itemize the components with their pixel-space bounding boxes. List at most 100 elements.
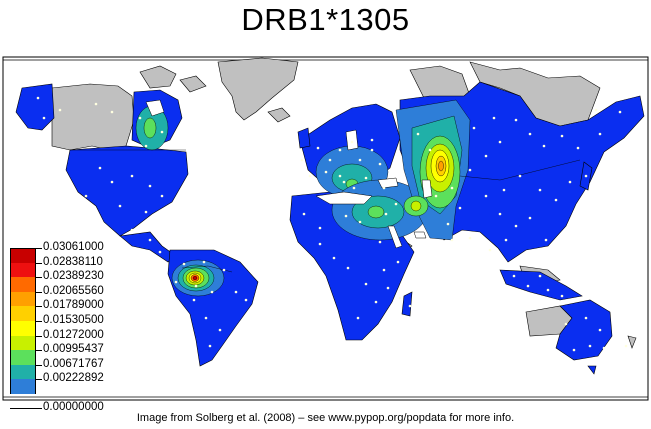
sampling-site-marker <box>526 284 530 288</box>
sampling-site-marker <box>446 222 450 226</box>
sampling-site-marker <box>342 180 346 184</box>
sampling-site-marker <box>332 256 336 260</box>
sampling-site-marker <box>300 158 304 162</box>
madagascar-region <box>401 291 413 317</box>
legend-entry: 0.03061000 <box>10 241 150 263</box>
sampling-site-marker <box>584 316 588 320</box>
sampling-site-marker <box>428 148 432 152</box>
legend-label: 0.00671767 <box>43 357 104 370</box>
legend-tick <box>36 321 42 322</box>
legend-tick <box>36 335 42 337</box>
legend-entry: 0.01530500 <box>10 314 150 336</box>
sampling-site-marker <box>374 300 378 304</box>
sampling-site-marker <box>370 138 374 142</box>
new-zealand-gray-region <box>627 335 637 349</box>
legend-swatch <box>10 335 36 351</box>
sampling-site-marker <box>316 146 320 150</box>
legend-swatch <box>10 350 36 365</box>
legend-entry: 0.02838110 <box>10 256 150 278</box>
hudson-bay <box>145 99 165 117</box>
legend-tick <box>36 379 42 381</box>
sampling-site-marker <box>472 126 476 130</box>
sampling-site-marker <box>182 262 186 266</box>
sampling-site-marker <box>468 168 472 172</box>
sampling-site-marker <box>338 174 342 178</box>
sampling-site-marker <box>84 194 88 198</box>
sampling-sites <box>36 96 628 352</box>
sampling-site-marker <box>110 110 114 114</box>
sampling-site-marker <box>382 268 386 272</box>
legend-swatch <box>10 306 36 321</box>
sampling-site-marker <box>598 328 602 332</box>
sampling-site-marker <box>450 238 454 242</box>
sampling-site-marker <box>130 174 134 178</box>
sampling-site-marker <box>458 206 462 210</box>
sampling-site-marker <box>602 346 606 350</box>
greenland-region <box>217 57 299 121</box>
legend-swatch <box>10 262 36 278</box>
legend-label: 0.02065560 <box>43 284 104 297</box>
inland-water <box>145 99 433 249</box>
sampling-site-marker <box>144 144 148 148</box>
sampling-site-marker <box>110 180 114 184</box>
legend-tick <box>36 364 42 366</box>
sampling-site-marker <box>624 344 628 348</box>
sampling-site-marker <box>328 158 332 162</box>
legend-label: 0.00222892 <box>43 372 104 385</box>
sampling-site-marker <box>498 140 502 144</box>
uk-region <box>297 127 311 149</box>
legend-tick <box>36 277 42 279</box>
legend-entry: 0.00222892 <box>10 372 150 394</box>
arctic-islands-region <box>139 65 177 89</box>
legend-entry: 0.01272000 <box>10 329 150 351</box>
legend-swatch <box>10 321 36 336</box>
sampling-site-marker <box>202 260 206 264</box>
sampling-site-marker <box>130 228 134 232</box>
legend-swatch <box>10 364 36 380</box>
sampling-site-marker <box>378 162 382 166</box>
sampling-site-marker <box>588 344 592 348</box>
sampling-site-marker <box>594 108 598 112</box>
map-title: DRB1*1305 <box>241 2 410 37</box>
sampling-site-marker <box>408 304 412 308</box>
sampling-site-marker <box>538 188 542 192</box>
legend-entry: 0.00995437 <box>10 343 150 365</box>
baltic-sea <box>345 129 359 151</box>
legend-entry: 0.00671767 <box>10 358 150 380</box>
indonesia-region <box>499 269 583 301</box>
sampling-site-marker <box>560 134 564 138</box>
sampling-site-marker <box>218 328 222 332</box>
legend-tick <box>36 262 42 264</box>
legend-entry: 0.01789000 <box>10 299 150 321</box>
sampling-site-marker <box>542 144 546 148</box>
sampling-site-marker <box>346 266 350 270</box>
contour-central-asia-core <box>438 160 444 172</box>
sampling-site-marker <box>192 298 196 302</box>
legend-label: 0.02838110 <box>43 255 103 268</box>
sampling-site-marker <box>514 118 518 122</box>
contour-amazon-core <box>192 276 198 281</box>
sampling-site-marker <box>324 170 328 174</box>
legend-bottom-label: 0.00000000 <box>43 401 104 413</box>
legend-swatch <box>10 291 36 307</box>
sampling-site-marker <box>572 348 576 352</box>
sampling-site-marker <box>382 186 386 190</box>
sampling-site-marker <box>504 238 508 242</box>
legend-swatch <box>10 379 36 394</box>
sampling-site-marker <box>384 212 388 216</box>
legend-entry: 0.02065560 <box>10 285 150 307</box>
sampling-site-marker <box>554 198 558 202</box>
legend-label: 0.00995437 <box>43 343 104 356</box>
mediterranean-sea <box>315 191 373 205</box>
legend-swatch <box>10 277 36 292</box>
tasmania-region <box>587 365 597 375</box>
sampling-site-marker <box>318 242 322 246</box>
legend-tick <box>36 350 42 352</box>
sampling-site-marker <box>386 286 390 290</box>
arctic-islands-region-2 <box>179 75 207 93</box>
sampling-site-marker <box>560 294 564 298</box>
sampling-site-marker <box>450 186 454 190</box>
sampling-site-marker <box>42 116 46 120</box>
sampling-site-marker <box>396 260 400 264</box>
sampling-site-marker <box>234 290 238 294</box>
